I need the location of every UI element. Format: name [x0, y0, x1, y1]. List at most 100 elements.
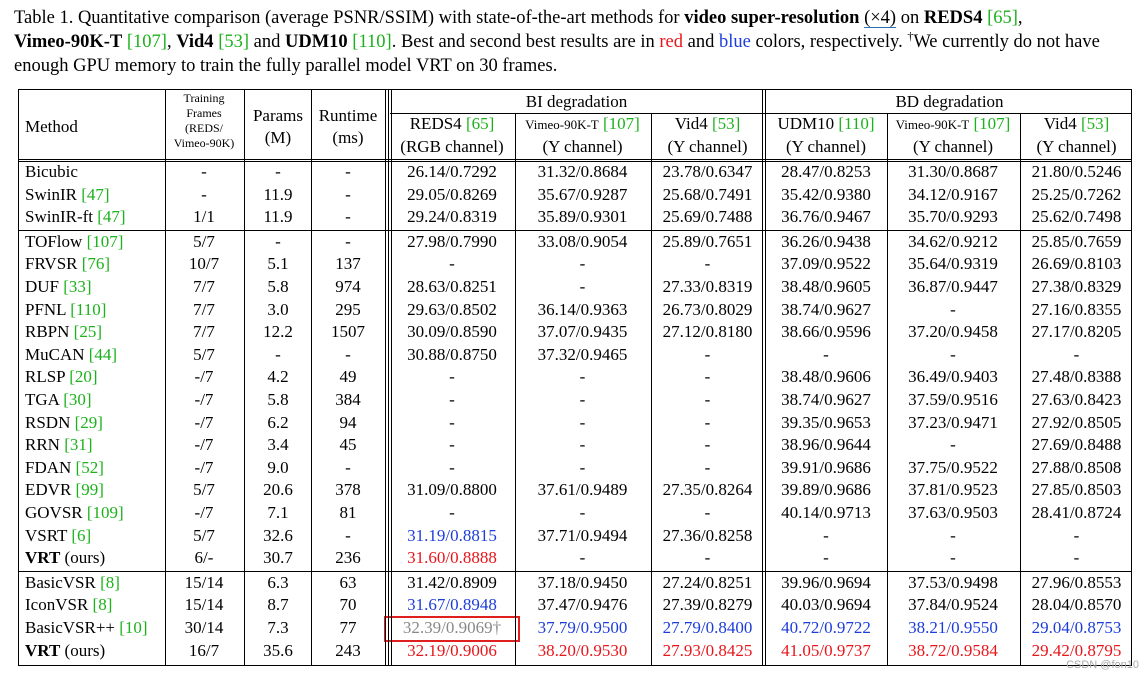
- dataset-ref-link[interactable]: [65]: [465, 114, 495, 133]
- method-ref-link[interactable]: [8]: [92, 595, 113, 615]
- runtime-cell: 49: [339, 367, 357, 387]
- training-frames-cell: 1/1: [193, 207, 215, 227]
- header-bottom-rule-2: [18, 161, 1132, 162]
- method-name: DUF [33]: [25, 277, 92, 297]
- training-frames-cell: 5/7: [193, 231, 215, 251]
- dataset-ref-link[interactable]: [53]: [1080, 114, 1110, 133]
- method-ref-link[interactable]: [47]: [81, 184, 110, 204]
- training-frames-cell: 7/7: [193, 277, 215, 296]
- training-frames-cell: 15/14: [184, 595, 224, 615]
- psnr-ssim-cell: -: [579, 412, 586, 432]
- caption-ref-link[interactable]: [53]: [218, 32, 250, 52]
- method-ref-link[interactable]: [110]: [70, 299, 107, 319]
- psnr-ssim-cell: 37.09/0.9522: [781, 254, 871, 274]
- psnr-ssim-cell: 36.14/0.9363: [537, 299, 628, 319]
- method-ref-link[interactable]: [99]: [75, 480, 104, 500]
- dataset-ref-link[interactable]: [107]: [603, 114, 640, 133]
- caption-bold-udm10: UDM10: [284, 32, 348, 52]
- dataset-header: Vid4 [53]: [1021, 114, 1132, 134]
- method-ref-link[interactable]: [6]: [71, 525, 92, 545]
- psnr-ssim-cell: 31.60/0.8888: [407, 548, 497, 568]
- training-frames-cell: 30/14: [184, 618, 224, 637]
- psnr-ssim-cell: 37.81/0.9523: [908, 480, 998, 500]
- header-training-frames-l4: Vimeo-90K): [173, 136, 235, 150]
- psnr-ssim-cell: 29.42/0.8795: [1031, 640, 1122, 660]
- psnr-ssim-cell: 37.71/0.9494: [537, 525, 628, 545]
- method-ref-link[interactable]: [52]: [75, 457, 104, 477]
- dataset-ref-link[interactable]: [107]: [973, 114, 1011, 133]
- psnr-ssim-cell: 25.68/0.7491: [662, 184, 753, 204]
- method-ref-link[interactable]: [25]: [73, 322, 102, 342]
- method-ref-link[interactable]: [76]: [81, 254, 111, 274]
- dataset-name: Vid4: [1043, 114, 1077, 133]
- header-bd-degradation: BD degradation: [895, 92, 1004, 111]
- psnr-ssim-cell: 40.14/0.9713: [781, 503, 871, 522]
- psnr-ssim-cell: 30.88/0.8750: [407, 344, 497, 364]
- runtime-cell: -: [345, 184, 351, 204]
- method-ref-link[interactable]: [33]: [63, 277, 92, 296]
- caption-ref-link[interactable]: [107]: [126, 32, 167, 52]
- method-ref-link[interactable]: [31]: [64, 435, 93, 455]
- psnr-ssim-cell: -: [704, 390, 711, 409]
- caption-ref-link[interactable]: [110]: [352, 32, 392, 52]
- psnr-ssim-cell: 25.89/0.7651: [662, 231, 753, 251]
- runtime-cell: 243: [335, 640, 361, 660]
- column-divider: [515, 113, 516, 665]
- psnr-ssim-cell: -: [823, 548, 829, 568]
- psnr-ssim-cell: 34.12/0.9167: [908, 184, 998, 204]
- runtime-cell: 384: [335, 390, 361, 409]
- psnr-ssim-cell: 37.63/0.9503: [908, 503, 998, 522]
- method-ref-link[interactable]: [8]: [100, 572, 120, 592]
- params-cell: 11.9: [263, 207, 293, 227]
- dataset-ref-link[interactable]: [110]: [838, 114, 875, 133]
- psnr-ssim-cell: 32.39/0.9069†: [402, 618, 502, 637]
- method-label: SwinIR: [25, 184, 77, 204]
- psnr-ssim-cell: 36.26/0.9438: [781, 231, 871, 251]
- method-ref-link[interactable]: [20]: [69, 367, 98, 387]
- method-name: RBPN [25]: [25, 322, 102, 342]
- header-runtime-l2: (ms): [332, 128, 364, 147]
- caption-text: and: [682, 32, 719, 52]
- method-label: VSRT: [25, 525, 68, 545]
- psnr-ssim-cell: 34.62/0.9212: [908, 231, 998, 251]
- column-divider: [311, 89, 312, 665]
- caption-ref-link[interactable]: [65]: [987, 8, 1018, 28]
- training-frames-cell: -: [201, 184, 207, 204]
- method-ref-link[interactable]: [29]: [74, 412, 103, 432]
- method-label: DUF: [25, 277, 60, 296]
- method-ref-link[interactable]: [47]: [97, 207, 126, 227]
- psnr-ssim-cell: 26.69/0.8103: [1031, 254, 1122, 274]
- psnr-ssim-cell: 28.47/0.8253: [781, 162, 871, 181]
- psnr-ssim-cell: 32.19/0.9006: [407, 640, 497, 660]
- table-right-border: [1131, 89, 1132, 665]
- dataset-header: REDS4 [65]: [390, 114, 514, 134]
- runtime-cell: 1507: [331, 322, 365, 342]
- header-params-l1: Params: [252, 106, 304, 125]
- method-label: PFNL: [25, 299, 66, 319]
- training-frames-cell: -/7: [194, 457, 214, 477]
- psnr-ssim-cell: 37.20/0.9458: [908, 322, 998, 342]
- caption-text: colors, respectively.: [750, 32, 908, 52]
- method-ref-link[interactable]: [107]: [86, 231, 124, 251]
- psnr-ssim-cell: 37.61/0.9489: [537, 480, 628, 500]
- params-cell: 8.7: [267, 595, 289, 615]
- psnr-ssim-cell: -: [823, 525, 829, 545]
- double-divider: [762, 89, 763, 665]
- params-cell: 9.0: [267, 457, 289, 477]
- dataset-ref-link[interactable]: [53]: [711, 114, 741, 133]
- training-frames-cell: -/7: [194, 367, 214, 387]
- method-ref-link[interactable]: [44]: [88, 344, 118, 364]
- dataset-channel: (Y channel): [667, 137, 748, 156]
- psnr-ssim-cell: -: [579, 503, 586, 522]
- method-ref-link[interactable]: [10]: [119, 618, 148, 637]
- caption-bold-vid4: Vid4: [176, 32, 214, 52]
- caption-text: We currently do not have enough GPU memo…: [14, 32, 1100, 76]
- params-cell: -: [275, 162, 281, 181]
- method-ref-link[interactable]: [30]: [63, 390, 92, 409]
- method-ref-link[interactable]: [109]: [86, 503, 124, 522]
- psnr-ssim-cell: -: [449, 457, 455, 477]
- psnr-ssim-cell: 21.80/0.5246: [1031, 162, 1122, 181]
- params-cell: 5.8: [267, 277, 289, 296]
- psnr-ssim-cell: 38.20/0.9530: [537, 640, 628, 660]
- method-name: RLSP [20]: [25, 367, 98, 387]
